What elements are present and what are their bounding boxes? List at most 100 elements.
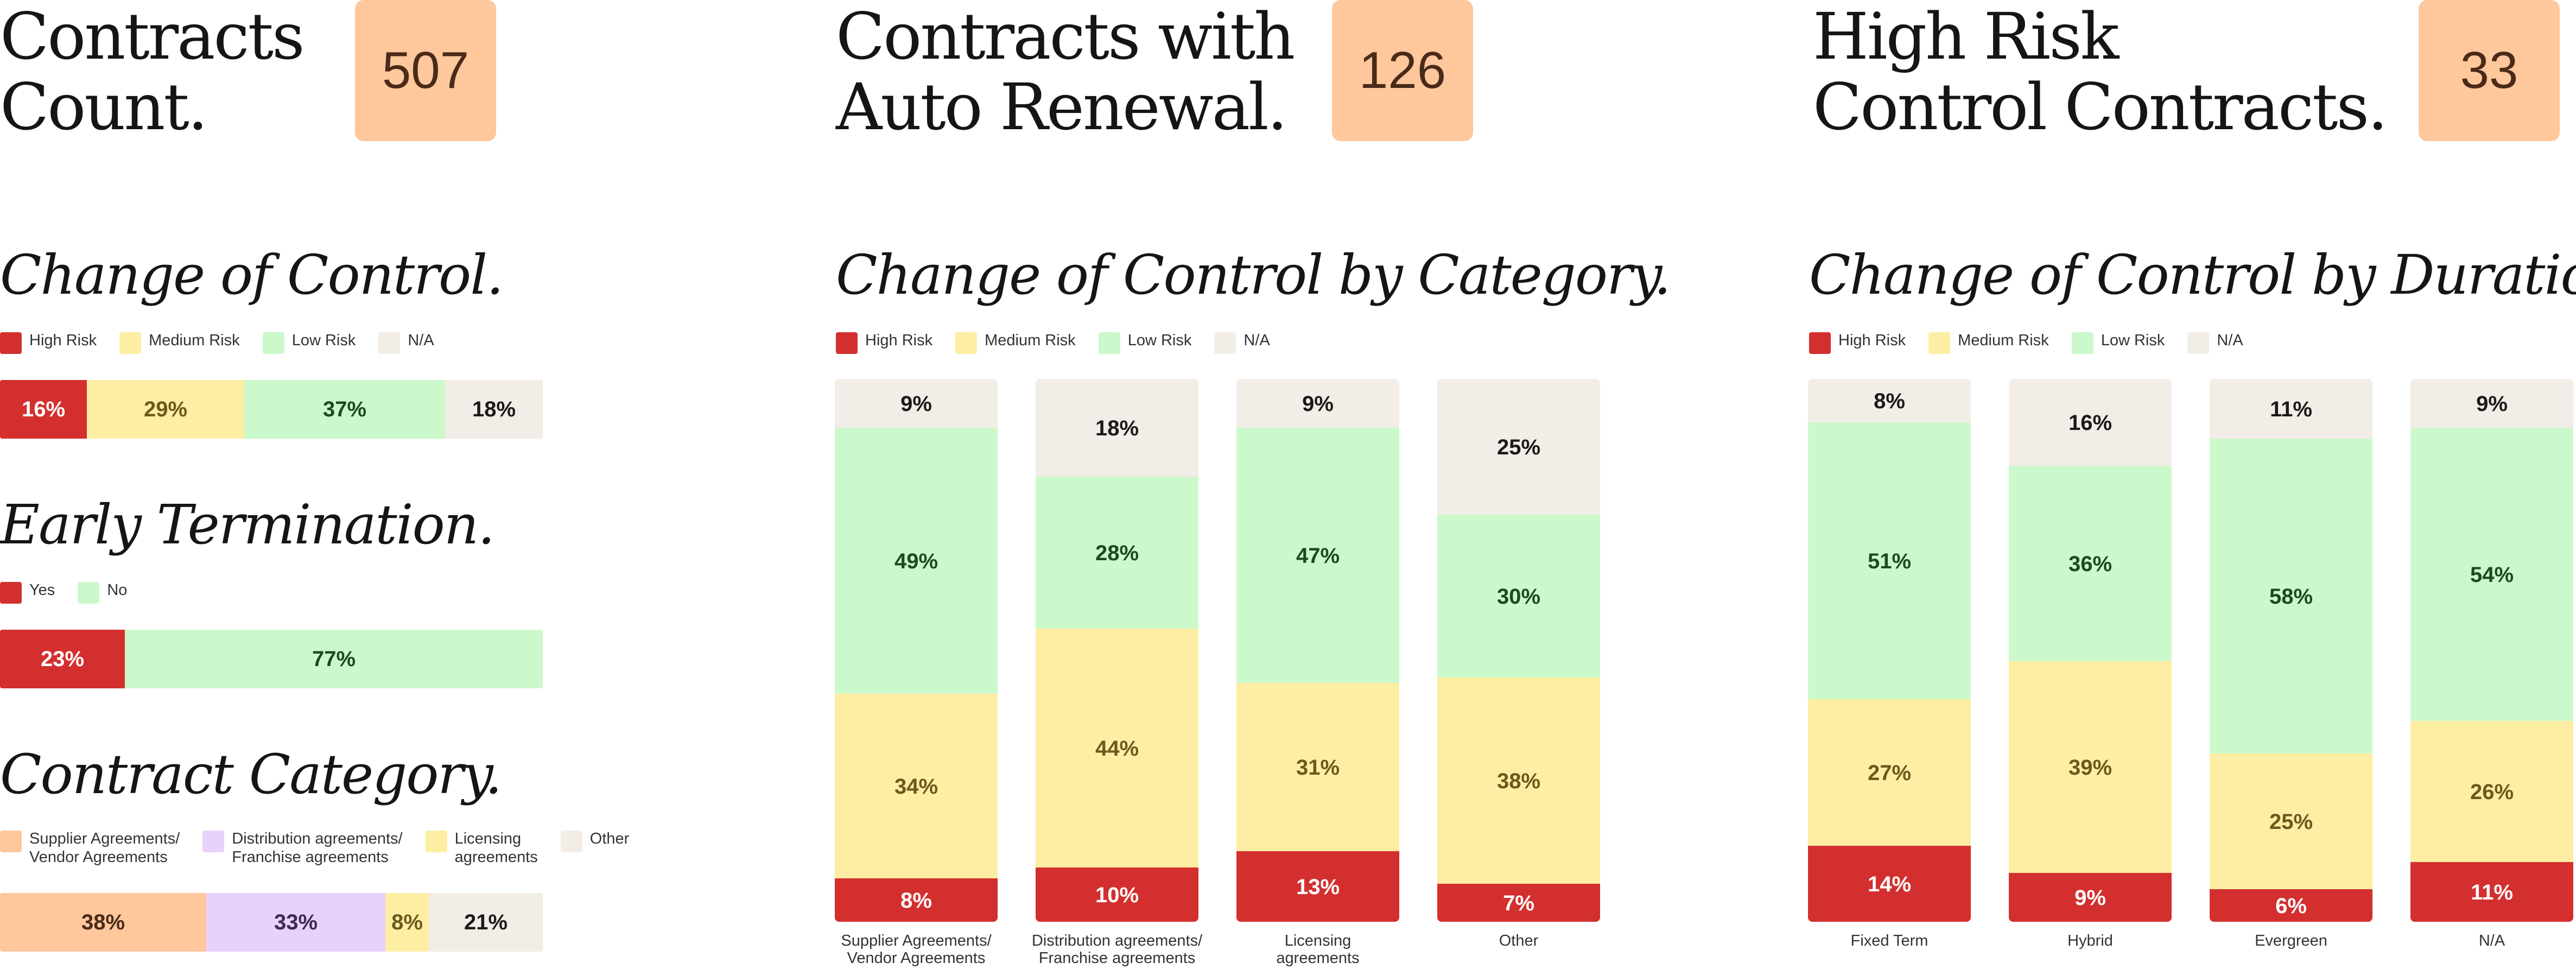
legend-label: N/A: [1243, 332, 1270, 349]
data-label: 8%: [391, 910, 423, 934]
legend-swatch-high-risk: [836, 332, 858, 354]
bar-segment-low-risk: [1236, 428, 1399, 683]
data-label: 14%: [1868, 872, 1911, 896]
data-label: 7%: [1503, 891, 1534, 915]
bar-segment-medium-risk: [2009, 661, 2172, 873]
bar-segment-low-risk: [2210, 439, 2372, 753]
early-termination-title: Early Termination.: [0, 493, 495, 556]
data-label: 30%: [1497, 585, 1540, 609]
data-label: 47%: [1296, 544, 1340, 568]
stacked-bar-evergreen: 6% 25% 58% 11% Evergreen: [2210, 379, 2372, 949]
bar-segment-low-risk: [2410, 428, 2573, 721]
bar-segment-low-risk: [835, 428, 998, 694]
data-label: 11%: [2270, 397, 2312, 421]
bar-segment-high-risk: [835, 878, 998, 922]
stacked-bar-other: 7% 38% 30% 25% Other: [1437, 379, 1600, 949]
legend-swatch-yes: [0, 582, 22, 604]
legend-label: Low Risk: [1127, 332, 1192, 349]
data-label: 25%: [1497, 435, 1540, 459]
legend-item-no: No: [78, 581, 127, 604]
kpi-title-contracts-count: Contracts Count.: [0, 0, 305, 144]
data-label: 31%: [1296, 756, 1340, 780]
legend-item-high-risk: High Risk: [836, 331, 932, 354]
bar-segment-high-risk: 16%: [0, 380, 87, 439]
data-label: 23%: [40, 647, 85, 671]
legend-swatch-low-risk: [1098, 332, 1120, 354]
legend-item-other: Other: [560, 829, 629, 852]
legend-label: High Risk: [1838, 332, 1906, 349]
data-label: 18%: [1095, 416, 1139, 440]
bar-segment-n-a: [2210, 379, 2372, 439]
legend-swatch-na: [378, 332, 401, 354]
legend-item-medium-risk: Medium Risk: [1928, 331, 2049, 354]
legend-swatch-supplier: [0, 831, 22, 852]
data-label: 8%: [1874, 389, 1905, 413]
legend-item-licensing: Licensing agreements: [425, 829, 538, 866]
legend-item-low-risk: Low Risk: [1098, 331, 1192, 354]
bar-segment-n-a: [1808, 379, 1971, 422]
contract-category-title: Contract Category.: [0, 743, 502, 806]
legend-swatch-high-risk: [1809, 332, 1831, 354]
by-duration-title: Change of Control by Duration.: [1809, 243, 2576, 307]
bar-segment-high-risk: [1236, 851, 1399, 922]
legend-label: Low Risk: [291, 332, 356, 349]
data-label: 10%: [1095, 883, 1139, 907]
legend-item-distribution: Distribution agreements/ Franchise agree…: [202, 829, 403, 866]
data-label: 11%: [2471, 881, 2513, 904]
bar-segment-licensing-agreements: 8%: [385, 893, 429, 952]
legend-swatch-medium-risk: [1928, 332, 1951, 354]
bar-segment-high-risk: [2009, 873, 2172, 922]
early-termination-bar: 23% 77%: [0, 630, 543, 688]
data-label: 37%: [322, 397, 367, 421]
legend-swatch-na: [1214, 332, 1236, 354]
legend-swatch-licensing: [425, 831, 447, 852]
legend-item-low-risk: Low Risk: [262, 331, 356, 354]
legend-label: N/A: [2217, 332, 2243, 349]
data-label: 38%: [1497, 769, 1540, 793]
bar-segment-low-risk: [1808, 422, 1971, 699]
legend-item-low-risk: Low Risk: [2071, 331, 2165, 354]
bar-segment-n-a: 18%: [445, 380, 543, 439]
data-label: 49%: [894, 549, 938, 573]
data-label: 9%: [1302, 392, 1334, 416]
early-termination-legend: Yes No: [0, 581, 150, 604]
bar-segment-medium-risk: [1036, 629, 1198, 867]
bar-segment-medium-risk: [1236, 683, 1399, 851]
data-label: 6%: [2275, 894, 2307, 918]
data-label: 29%: [143, 397, 188, 421]
legend-label: N/A: [408, 332, 434, 349]
kpi-value-high-risk-control: 33: [2419, 0, 2560, 141]
by-category-legend: High Risk Medium Risk Low Risk N/A: [836, 331, 1293, 354]
by-category-chart: 8% 34% 49% 9% Supplier Agreements/Vendor Agr…: [835, 379, 1600, 967]
category-label: Other: [1499, 932, 1539, 949]
stacked-bar-licensing-agreements: 13% 31% 47% 9% Licensing agreements: [1236, 379, 1399, 967]
bar-segment-high-risk: [1036, 867, 1198, 922]
category-label: Licensing agreements: [1276, 932, 1359, 967]
stacked-bar-hybrid: 9% 39% 36% 16% Hybrid: [2009, 379, 2172, 949]
bar-segment-low-risk: [2009, 466, 2172, 661]
bar-segment-medium-risk: [2410, 721, 2573, 862]
bar-segment-other: 21%: [429, 893, 543, 952]
data-label: 16%: [2069, 411, 2112, 435]
legend-item-medium-risk: Medium Risk: [119, 331, 240, 354]
legend-swatch-other: [560, 831, 582, 852]
data-label: 51%: [1868, 549, 1911, 573]
kpi-title-high-risk-control: High Risk Control Contracts.: [1813, 0, 2388, 144]
data-label: 54%: [2470, 563, 2514, 587]
by-category-title: Change of Control by Category.: [836, 243, 1671, 307]
data-label: 9%: [2074, 886, 2106, 910]
kpi-value-auto-renewal: 126: [1332, 0, 1473, 141]
data-label: 9%: [900, 392, 932, 416]
data-label: 18%: [472, 397, 516, 421]
legend-swatch-low-risk: [2071, 332, 2093, 354]
bar-segment-n-a: [2410, 379, 2573, 428]
category-label: N/A: [2479, 932, 2505, 949]
change-of-control-legend: High Risk Medium Risk Low Risk N/A: [0, 331, 457, 354]
bar-segment-n-a: [1437, 379, 1600, 515]
legend-label: High Risk: [29, 332, 97, 349]
bar-segment-medium-risk: [1808, 699, 1971, 846]
kpi-title-auto-renewal: Contracts with Auto Renewal.: [836, 0, 1295, 144]
bar-segment-low-risk: [1036, 477, 1198, 629]
legend-swatch-no: [78, 582, 100, 604]
kpi-value-contracts-count: 507: [355, 0, 496, 141]
